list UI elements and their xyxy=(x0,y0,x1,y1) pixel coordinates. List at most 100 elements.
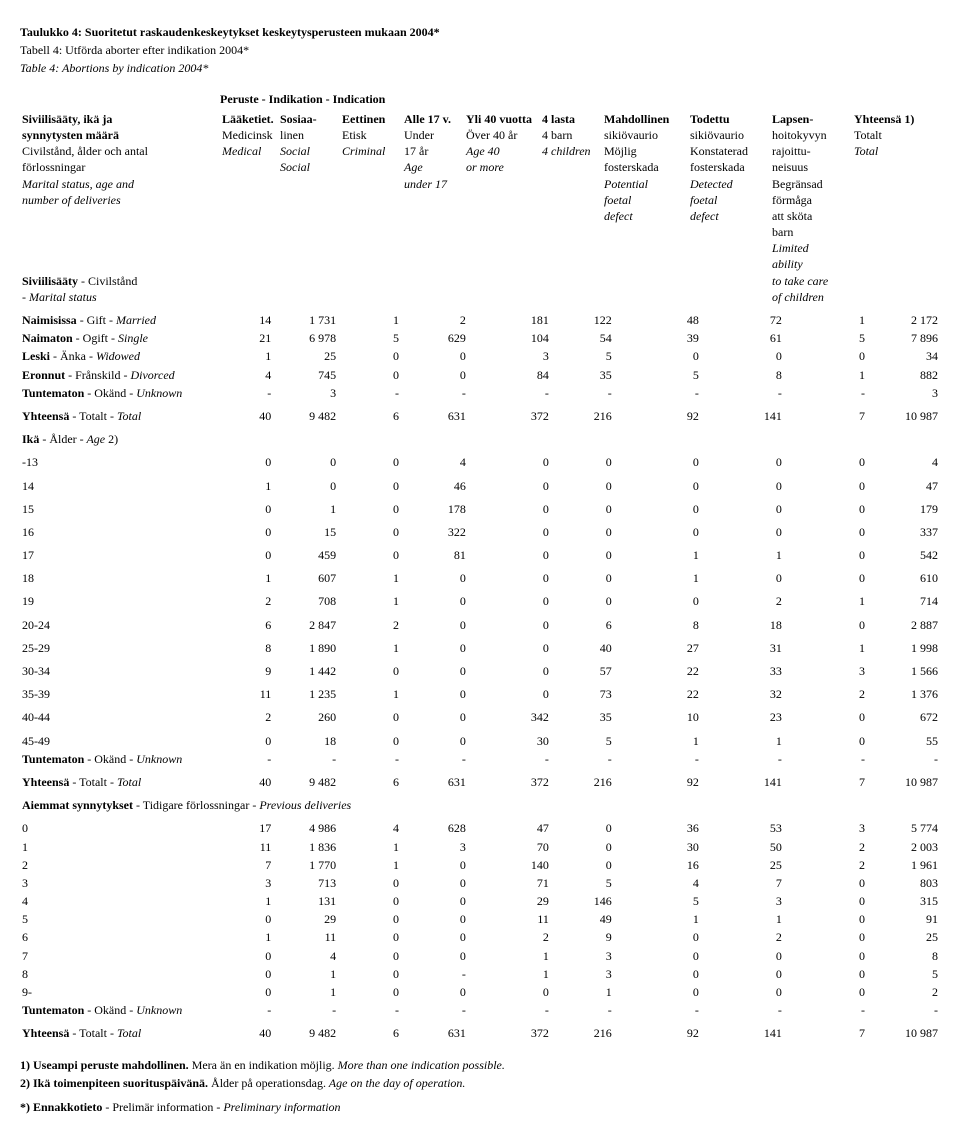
table-row: 271 770101400162521 961 xyxy=(20,856,940,874)
cell: 0 xyxy=(338,703,401,726)
col-header-cell: Limited xyxy=(770,240,852,256)
cell: - xyxy=(223,384,274,402)
cell: 2 847 xyxy=(273,611,338,634)
cell: 0 xyxy=(338,892,401,910)
cell: 35 xyxy=(551,703,614,726)
cell: 607 xyxy=(273,564,338,587)
col-header-cell xyxy=(852,256,926,272)
cell: 21 xyxy=(223,329,274,347)
cell: 260 xyxy=(273,703,338,726)
table-row: 25-2981 89010040273111 998 xyxy=(20,634,940,657)
cell: 70 xyxy=(468,838,551,856)
cell: 216 xyxy=(551,402,614,425)
table-row: 6111002902025 xyxy=(20,928,940,946)
col-header-cell xyxy=(852,208,926,224)
cell: 11 xyxy=(223,838,274,856)
cell: 803 xyxy=(867,874,940,892)
cell: 0 xyxy=(551,856,614,874)
cell: 629 xyxy=(401,329,468,347)
cell: 0 xyxy=(338,965,401,983)
row-label-header-line: Marital status, age and xyxy=(20,176,220,192)
cell: 6 xyxy=(338,768,401,791)
cell: 5 xyxy=(614,366,701,384)
cell: 216 xyxy=(551,768,614,791)
cell: 6 xyxy=(551,611,614,634)
cell: 122 xyxy=(551,311,614,329)
total-row: Yhteensä - Totalt - Total409 48266313722… xyxy=(20,1019,940,1042)
cell: 131 xyxy=(273,892,338,910)
cell: 0 xyxy=(223,518,274,541)
cell: 4 xyxy=(273,947,338,965)
cell: 33 xyxy=(701,657,784,680)
cell: 6 978 xyxy=(273,329,338,347)
col-header-cell xyxy=(464,208,540,224)
col-header-cell: Sosiaa- xyxy=(278,111,340,127)
row-label: 14 xyxy=(20,472,223,495)
col-header-cell xyxy=(220,273,278,289)
row-label: 6 xyxy=(20,928,223,946)
col-header-cell xyxy=(278,224,340,240)
cell: 17 xyxy=(223,814,274,837)
cell: 1 xyxy=(223,347,274,365)
cell: 0 xyxy=(614,518,701,541)
col-header-cell: Totalt xyxy=(852,127,926,143)
cell: 141 xyxy=(701,768,784,791)
cell: 0 xyxy=(338,657,401,680)
col-header-cell: linen xyxy=(278,127,340,143)
col-header-cell: Age 40 xyxy=(464,143,540,159)
cell: 2 xyxy=(784,856,867,874)
cell: 0 xyxy=(338,874,401,892)
cell: 5 xyxy=(614,892,701,910)
cell: 0 xyxy=(551,587,614,610)
col-header-cell: Etisk xyxy=(340,127,402,143)
table-row: 35-39111 23510073223221 376 xyxy=(20,680,940,703)
cell: 0 xyxy=(551,448,614,471)
col-header-cell: 4 lasta xyxy=(540,111,602,127)
cell: 714 xyxy=(867,587,940,610)
table-row: 45-490180030511055 xyxy=(20,727,940,750)
cell: 10 xyxy=(614,703,701,726)
cell: - xyxy=(273,750,338,768)
cell: - xyxy=(468,384,551,402)
cell: 1 xyxy=(784,587,867,610)
cell: 0 xyxy=(338,983,401,1001)
cell: 141 xyxy=(701,1019,784,1042)
cell: 30 xyxy=(468,727,551,750)
cell: 0 xyxy=(614,965,701,983)
col-header-cell xyxy=(464,192,540,208)
cell: 0 xyxy=(551,814,614,837)
row-label: 15 xyxy=(20,495,223,518)
cell: 11 xyxy=(468,910,551,928)
row-label-header-line xyxy=(20,240,220,256)
col-header-cell: Över 40 år xyxy=(464,127,540,143)
col-header-cell xyxy=(340,240,402,256)
cell: 2 xyxy=(867,983,940,1001)
cell: 0 xyxy=(468,611,551,634)
cell: 141 xyxy=(701,402,784,425)
row-label: 0 xyxy=(20,814,223,837)
cell: 372 xyxy=(468,402,551,425)
cell: 7 xyxy=(223,856,274,874)
col-header-cell xyxy=(540,240,602,256)
cell: 1 376 xyxy=(867,680,940,703)
row-label: 3 xyxy=(20,874,223,892)
cell: 0 xyxy=(468,680,551,703)
cell: 322 xyxy=(401,518,468,541)
cell: 0 xyxy=(223,541,274,564)
col-header-cell xyxy=(220,159,278,175)
cell: 631 xyxy=(401,402,468,425)
cell: 7 896 xyxy=(867,329,940,347)
cell: 40 xyxy=(551,634,614,657)
cell: 1 235 xyxy=(273,680,338,703)
col-header-cell xyxy=(540,192,602,208)
cell: 1 961 xyxy=(867,856,940,874)
row-label: 30-34 xyxy=(20,657,223,680)
col-header-cell xyxy=(220,256,278,272)
col-header-cell xyxy=(602,273,688,289)
cell: 2 xyxy=(468,928,551,946)
col-header-cell: Potential xyxy=(602,176,688,192)
col-header-cell: Social xyxy=(278,143,340,159)
col-header-cell: Social xyxy=(278,159,340,175)
cell: 9 482 xyxy=(273,768,338,791)
col-header-cell: Medicinsk xyxy=(220,127,278,143)
